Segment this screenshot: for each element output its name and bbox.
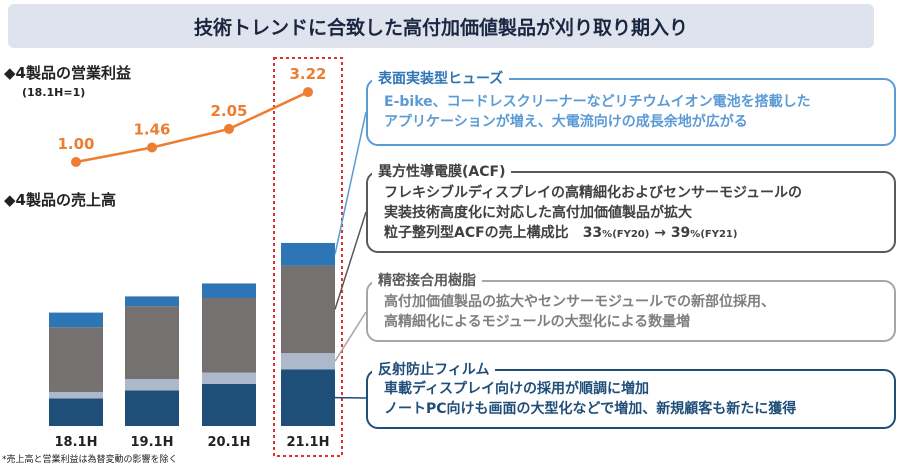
profit-point bbox=[147, 142, 157, 153]
callout-acf: 異方性導電膜(ACF) フレキシブルディスプレイの高精細化およびセンサーモジュー… bbox=[366, 161, 896, 253]
bar-segment-acf bbox=[281, 265, 335, 354]
callout-fuse: 表面実装型ヒューズ E-bike、コードレスクリーナーなどリチウムイオン電池を搭… bbox=[366, 68, 896, 146]
footnote: *売上高と営業利益は為替変動の影響を除く bbox=[2, 455, 178, 465]
callout-antireflection-title: 反射防止フィルム bbox=[372, 359, 496, 379]
bar-segment-antireflection bbox=[125, 390, 179, 426]
callout-fuse-line-2: アプリケーションが増え、大電流向けの成長余地が広がる bbox=[384, 114, 748, 130]
callout-resin-line-2: 高精細化によるモジュールの大型化による数量増 bbox=[384, 314, 691, 330]
profit-point bbox=[303, 87, 313, 98]
bar-segment-resin bbox=[281, 353, 335, 370]
profit-data-label: 3.22 bbox=[289, 65, 326, 83]
profit-point bbox=[224, 123, 234, 134]
acf-ratio-prefix: 粒子整列型ACFの売上構成比 bbox=[384, 225, 583, 241]
bar-segment-resin bbox=[202, 372, 256, 384]
profit-point bbox=[71, 157, 81, 167]
profit-line bbox=[75, 90, 309, 164]
x-tick-label: 21.1H bbox=[287, 435, 330, 450]
callout-antireflection-line-2: ノートPC向けも画面の大型化などで増加、新規顧客も新たに獲得 bbox=[384, 401, 797, 417]
arrow-right-icon: → bbox=[649, 225, 671, 241]
callout-fuse-line-1: E-bike、コードレスクリーナーなどリチウムイオン電池を搭載した bbox=[384, 94, 811, 110]
callout-antireflection: 反射防止フィルム 車載ディスプレイ向けの採用が順調に増加 ノートPC向けも画面の… bbox=[366, 359, 896, 429]
callout-acf-line-3: 粒子整列型ACFの売上構成比 33%(FY20) → 39%(FY21) bbox=[384, 223, 802, 245]
callout-acf-line-1: フレキシブルディスプレイの高精細化およびセンサーモジュールの bbox=[384, 185, 803, 201]
acf-ratio-fy20-value: 33 bbox=[582, 225, 603, 241]
callout-resin: 精密接合用樹脂 高付加価値製品の拡大やセンサーモジュールでの新部位採用、 高精細… bbox=[366, 270, 896, 342]
x-tick-label: 19.1H bbox=[131, 435, 174, 450]
bar-segment-antireflection bbox=[202, 383, 256, 426]
callout-resin-title: 精密接合用樹脂 bbox=[372, 270, 482, 290]
callout-acf-line-2: 実装技術高度化に対応した高付加価値製品が拡大 bbox=[384, 205, 692, 221]
x-tick-label: 18.1H bbox=[55, 435, 98, 450]
highlight-frame bbox=[273, 57, 343, 457]
acf-ratio-fy21-unit: %(FY21) bbox=[690, 229, 738, 240]
bar-segment-acf bbox=[49, 327, 103, 392]
callout-resin-line-1: 高付加価値製品の拡大やセンサーモジュールでの新部位採用、 bbox=[384, 294, 776, 310]
profit-label: ◆4製品の営業利益 bbox=[4, 64, 131, 82]
acf-ratio-fy21-value: 39 bbox=[670, 225, 691, 241]
bar-segment-resin bbox=[49, 391, 103, 399]
callout-fuse-title: 表面実装型ヒューズ bbox=[372, 68, 510, 88]
bar-segment-fuse bbox=[49, 312, 103, 328]
profit-sublabel: (18.1H=1) bbox=[22, 86, 86, 99]
profit-data-label: 1.46 bbox=[133, 121, 170, 139]
bar-segment-acf bbox=[125, 306, 179, 380]
bar-segment-fuse bbox=[202, 283, 256, 299]
bar-segment-fuse bbox=[125, 296, 179, 307]
x-tick-label: 20.1H bbox=[208, 435, 251, 450]
profit-data-label: 2.05 bbox=[210, 102, 247, 120]
profit-data-label: 1.00 bbox=[57, 135, 94, 153]
sales-label: ◆4製品の売上高 bbox=[4, 191, 116, 209]
bar-segment-fuse bbox=[281, 242, 335, 266]
page-title: 技術トレンドに合致した高付加価値製品が刈り取り期入り bbox=[8, 4, 874, 48]
bar-segment-acf bbox=[202, 298, 256, 373]
acf-ratio-fy20-unit: %(FY20) bbox=[602, 229, 650, 240]
bar-segment-antireflection bbox=[49, 398, 103, 426]
callout-connector bbox=[334, 111, 367, 255]
callout-acf-title: 異方性導電膜(ACF) bbox=[372, 161, 512, 181]
bar-segment-resin bbox=[125, 379, 179, 391]
bar-segment-antireflection bbox=[281, 369, 335, 426]
callout-connector bbox=[334, 211, 367, 310]
callout-connector bbox=[334, 311, 367, 362]
callout-antireflection-line-1: 車載ディスプレイ向けの採用が順調に増加 bbox=[384, 381, 650, 397]
